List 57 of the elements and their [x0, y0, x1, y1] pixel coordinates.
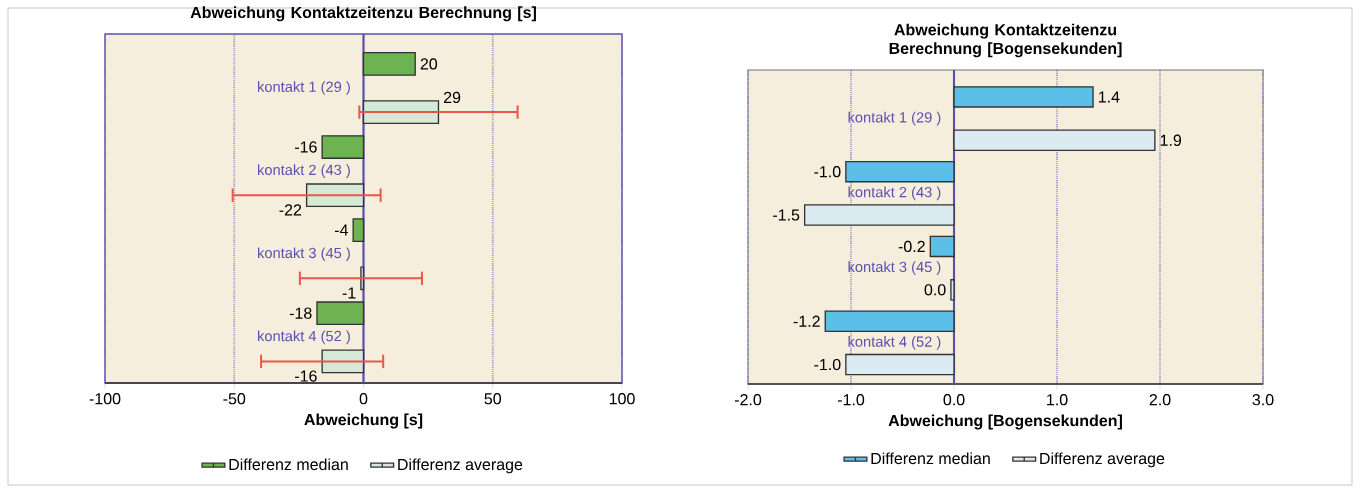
x-tick-label: 0	[359, 393, 368, 405]
x-tick-label: -2.0	[734, 394, 762, 406]
bar	[803, 204, 955, 226]
y-tick-label: kontakt 2 (43 )	[258, 164, 350, 178]
x-tick-label: 0.0	[943, 394, 965, 406]
x-tick-label: 1.0	[1047, 394, 1068, 406]
data-label: 29	[443, 91, 461, 104]
bar	[362, 52, 416, 76]
bar	[929, 235, 955, 258]
x-tick-label: 50	[484, 393, 502, 405]
bar	[352, 218, 365, 242]
x-axis-title: Abweichung [s]	[304, 413, 423, 429]
bar	[953, 129, 1156, 152]
legend-label: Differenz average	[1040, 452, 1165, 468]
bar	[362, 100, 440, 124]
data-label: -22	[279, 204, 302, 216]
x-tick-label: -100	[89, 393, 121, 405]
data-label: 1.4	[1098, 91, 1120, 103]
y-tick-label: kontakt 2 (43 )	[848, 186, 941, 201]
data-label: -1	[342, 287, 356, 299]
y-tick-label: kontakt 1 (29 )	[258, 81, 350, 95]
data-label: -16	[295, 141, 317, 153]
chart-title: Abweichung Kontaktzeitenzu Berechnung [s]	[190, 6, 536, 22]
legend-label: Differenz average	[398, 458, 523, 474]
data-label: -1.0	[814, 166, 841, 178]
data-label: -18	[289, 307, 312, 319]
x-tick-label: 3.0	[1252, 394, 1274, 406]
x-axis-title: Abweichung [Bogensekunden]	[888, 414, 1122, 430]
data-label: -16	[295, 370, 317, 382]
data-label: -1.2	[793, 315, 820, 327]
data-label: -1.5	[773, 209, 800, 221]
legend-label: Differenz median	[229, 458, 348, 471]
y-tick-label: kontakt 3 (45 )	[258, 247, 350, 262]
bar	[321, 135, 365, 159]
data-label: -4	[334, 224, 348, 236]
data-label: 0.0	[924, 284, 946, 296]
chart-title: Abweichung Kontaktzeitenzu Berechnung [Bogensekunden]	[889, 23, 1122, 58]
x-tick-label: -1.0	[837, 394, 865, 406]
data-label: -1.0	[814, 358, 841, 371]
data-label: 20	[420, 58, 438, 70]
bar	[953, 86, 1094, 108]
y-tick-label: kontakt 4 (52 )	[848, 336, 941, 350]
bar	[845, 353, 955, 376]
bar	[824, 310, 955, 332]
x-tick-label: -50	[223, 393, 246, 405]
bar	[305, 183, 365, 208]
y-tick-label: kontakt 3 (45 )	[848, 261, 941, 275]
x-tick-label: 2.0	[1149, 394, 1171, 406]
y-tick-label: kontakt 4 (52 )	[258, 330, 350, 345]
x-tick-label: 100	[609, 393, 635, 405]
y-tick-label: kontakt 1 (29 )	[848, 111, 941, 126]
bar	[950, 279, 955, 301]
data-label: 1.9	[1160, 134, 1182, 146]
bar	[316, 301, 365, 326]
legend-label: Differenz median	[871, 452, 990, 465]
bar	[845, 160, 955, 183]
data-label: -0.2	[898, 240, 925, 253]
